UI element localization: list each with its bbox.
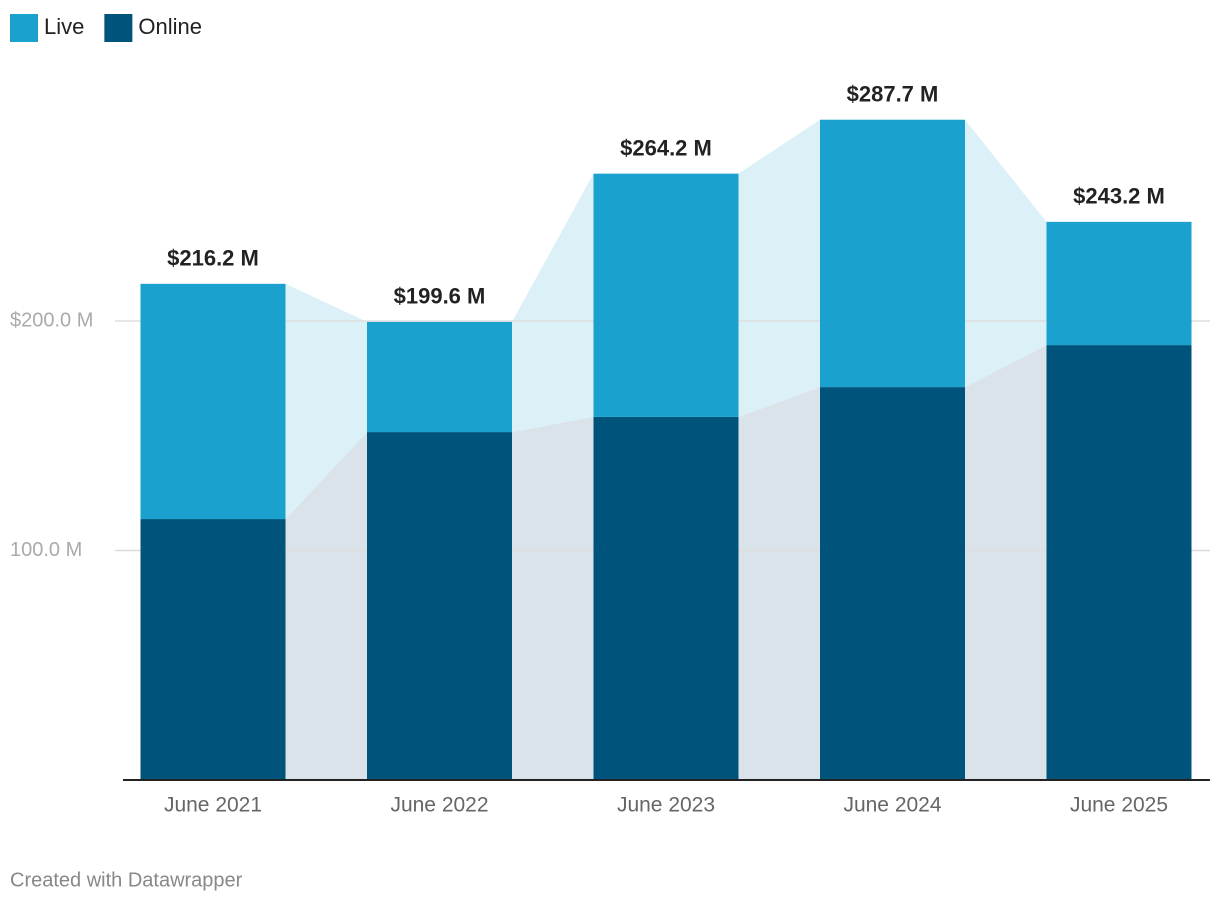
bar (820, 387, 965, 780)
connector-area (965, 345, 1047, 780)
bar (367, 432, 512, 780)
x-tick-label: June 2021 (164, 794, 262, 817)
total-label: $264.2 M (620, 135, 712, 160)
legend-swatch (10, 14, 38, 42)
x-tick-label: June 2023 (617, 794, 715, 817)
legend-swatch (104, 14, 133, 42)
total-label: $243.2 M (1073, 184, 1165, 209)
connector-area (512, 416, 594, 780)
legend-label: Live (44, 14, 84, 39)
legend: Live Online (10, 14, 202, 42)
bar (1046, 221, 1192, 346)
legend-label: Online (138, 14, 202, 39)
total-label: $287.7 M (847, 82, 939, 107)
bar (593, 173, 739, 417)
x-tick-label: June 2025 (1070, 794, 1168, 817)
bar (1046, 345, 1192, 780)
bar (593, 416, 739, 780)
footer: Created with Datawrapper (10, 869, 243, 891)
bar (820, 119, 965, 388)
x-tick-label: June 2024 (843, 794, 941, 817)
y-tick-label: 100.0 M (10, 539, 82, 561)
connector-area (512, 173, 594, 433)
x-tick-label: June 2022 (390, 794, 488, 817)
bar (140, 519, 286, 780)
total-label: $216.2 M (167, 246, 259, 271)
connector-area (285, 283, 367, 520)
total-label: $199.6 M (394, 284, 486, 309)
connector-area (738, 387, 820, 780)
connector-area (965, 119, 1047, 388)
connector-area (285, 432, 367, 780)
bar (140, 283, 286, 520)
connector-area (738, 119, 820, 417)
bar (367, 321, 512, 433)
y-tick-label: $200.0 M (10, 309, 93, 331)
